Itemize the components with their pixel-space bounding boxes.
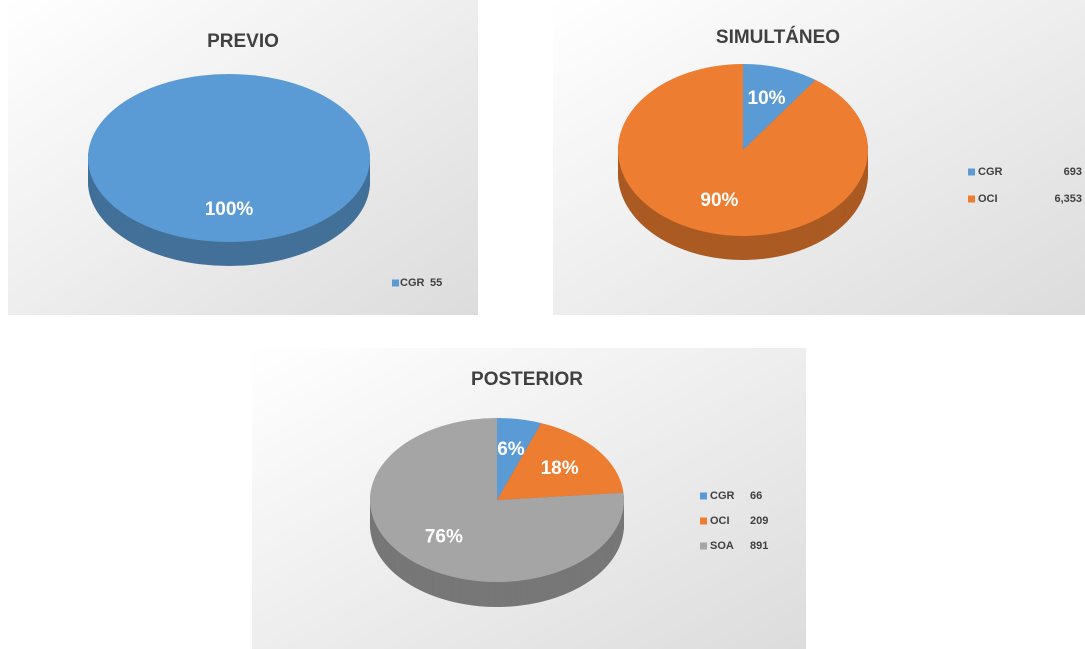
data-label: 10% [748, 88, 786, 109]
chart-title: POSTERIOR [471, 369, 583, 390]
chart-title: PREVIO [207, 31, 279, 52]
legend-swatch [700, 492, 707, 500]
pie-slice [497, 418, 542, 500]
legend-swatch [700, 542, 707, 550]
legend-value: 209 [750, 515, 768, 527]
legend-value: 6,353 [1054, 193, 1082, 205]
legend-value: 693 [1064, 166, 1082, 178]
legend-label: CGR [400, 277, 425, 289]
legend-label: CGR [978, 166, 1003, 178]
pie-slice [87, 73, 370, 243]
legend-value: 66 [750, 490, 762, 502]
pie-slice [497, 423, 624, 500]
pie-slice [370, 418, 624, 582]
data-label: 6% [497, 439, 525, 460]
data-label: 18% [541, 458, 579, 479]
legend-value: 891 [750, 540, 768, 552]
data-label: 90% [700, 190, 738, 211]
chart-title: SIMULTÁNEO [716, 26, 840, 48]
legend-label: SOA [710, 540, 734, 552]
legend-label: CGR [710, 490, 735, 502]
legend-swatch [700, 517, 707, 525]
legend-label: OCI [978, 193, 998, 205]
legend-swatch [968, 195, 975, 203]
data-label: 76% [425, 527, 463, 548]
data-label: 100% [205, 199, 254, 220]
pie-slice [618, 64, 868, 236]
pie-slice [743, 64, 816, 150]
legend-label: OCI [710, 515, 730, 527]
legend-value: 55 [430, 277, 442, 289]
legend-swatch [392, 279, 399, 287]
legend-swatch [968, 168, 975, 176]
